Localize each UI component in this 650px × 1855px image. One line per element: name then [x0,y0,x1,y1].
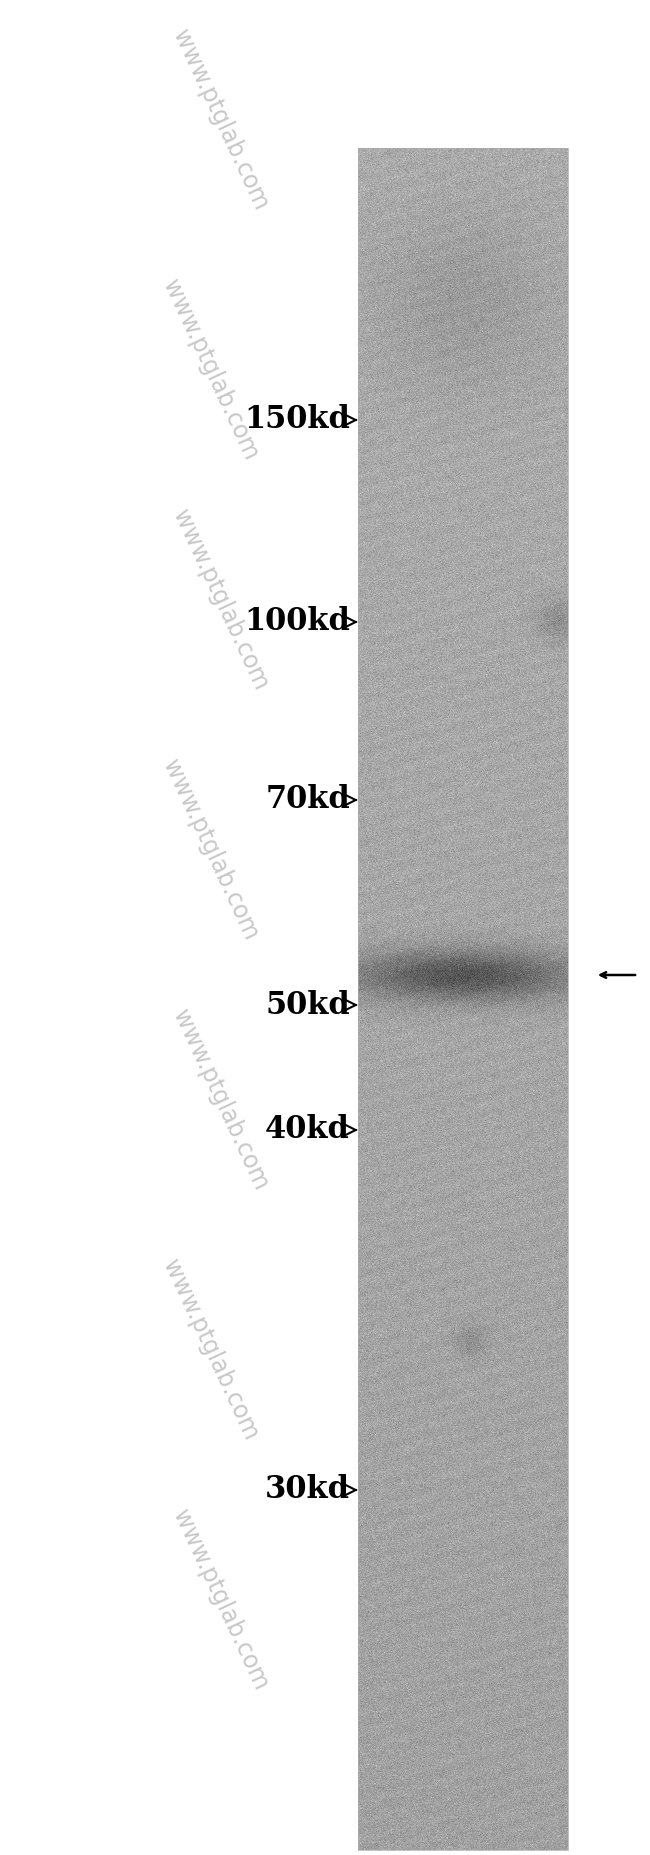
Text: www.ptglab.com: www.ptglab.com [168,1005,272,1195]
Text: 70kd: 70kd [265,785,356,816]
Text: www.ptglab.com: www.ptglab.com [168,26,272,213]
Bar [358,148,568,1849]
Text: 30kd: 30kd [265,1475,356,1506]
Text: www.ptglab.com: www.ptglab.com [158,1256,263,1443]
Text: 40kd: 40kd [265,1115,356,1146]
Text: 50kd: 50kd [265,989,356,1020]
Text: www.ptglab.com: www.ptglab.com [158,757,263,944]
Text: 150kd: 150kd [244,404,356,436]
Text: www.ptglab.com: www.ptglab.com [158,276,263,464]
Text: www.ptglab.com: www.ptglab.com [168,506,272,694]
Text: 100kd: 100kd [244,607,356,638]
Text: www.ptglab.com: www.ptglab.com [168,1506,272,1694]
